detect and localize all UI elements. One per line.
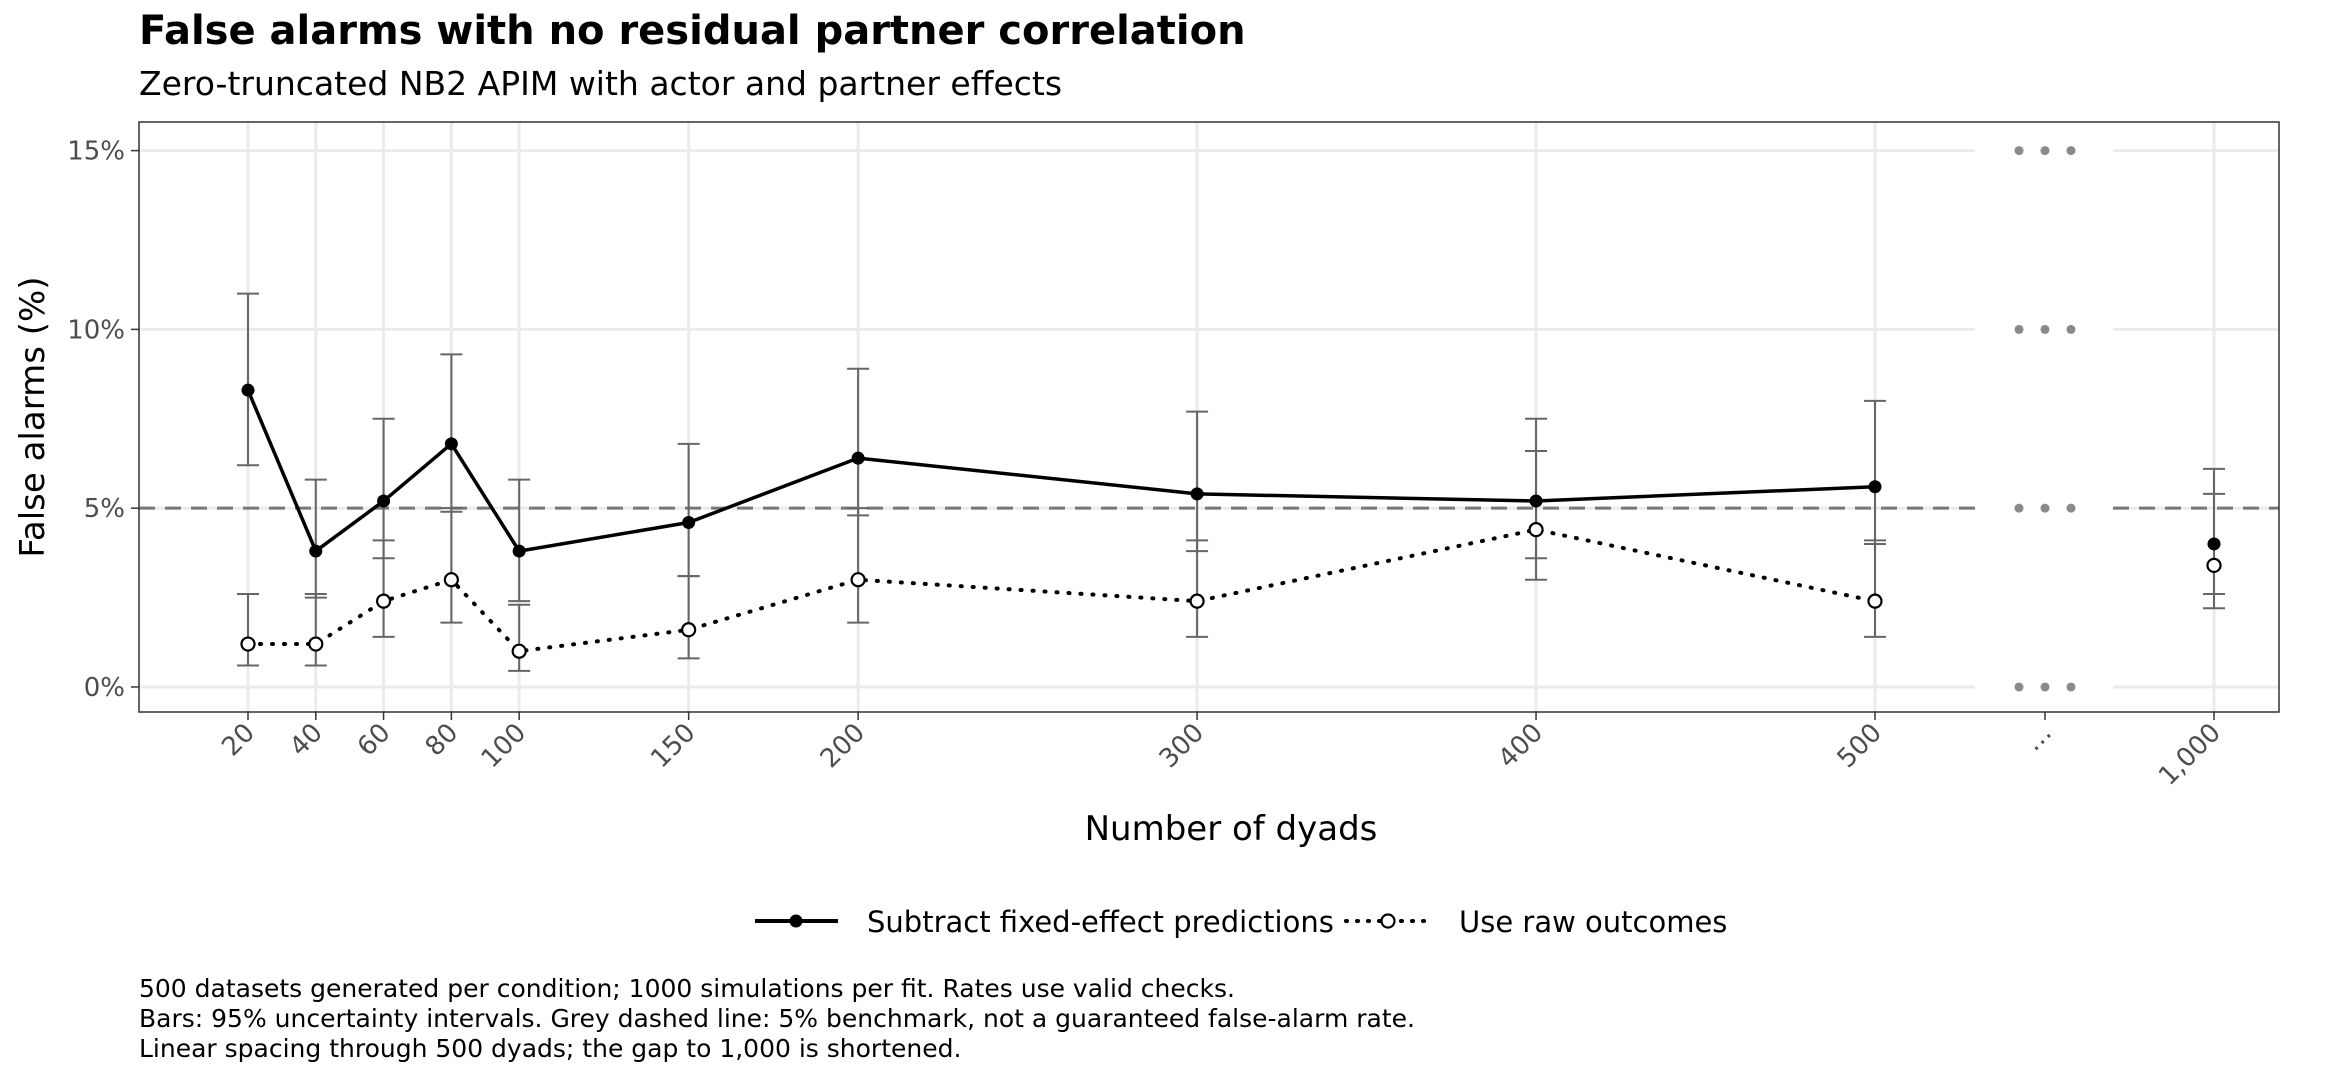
axis-break-dot	[2014, 324, 2024, 334]
x-tick-label: 500	[1832, 718, 1888, 774]
axis-break-dot	[2014, 682, 2024, 692]
x-tick-label: 20	[216, 718, 261, 763]
axis-break-dot	[2066, 146, 2076, 156]
data-point-raw	[2206, 557, 2222, 573]
chart-subtitle: Zero-truncated NB2 APIM with actor and p…	[139, 64, 1063, 103]
data-point-subtract	[1868, 480, 1882, 494]
x-tick-label: 40	[284, 718, 329, 763]
axis-break-dot	[2066, 682, 2076, 692]
axis-break-dot	[2040, 146, 2050, 156]
y-tick-label: 0%	[84, 673, 125, 703]
legend-key-marker-raw	[1380, 913, 1396, 929]
data-point-subtract	[1529, 494, 1543, 508]
data-point-subtract	[1190, 487, 1204, 501]
data-point-raw	[681, 622, 697, 638]
y-tick-layer: 0% 5% 10% 15%	[67, 137, 139, 703]
chart-caption: 500 datasets generated per condition; 10…	[139, 974, 1415, 1064]
data-point-subtract	[851, 451, 865, 465]
chart-title: False alarms with no residual partner co…	[139, 8, 1246, 54]
axis-break-dot	[2014, 503, 2024, 513]
data-point-raw	[308, 636, 324, 652]
data-point-subtract	[512, 544, 526, 558]
legend-key-marker-subtract	[789, 914, 803, 928]
x-tick-label: …	[2018, 718, 2058, 758]
x-tick-label: 80	[420, 718, 465, 763]
axis-break-layer	[2014, 146, 2076, 692]
x-tick-label: 150	[645, 718, 701, 774]
data-point-subtract	[241, 383, 255, 397]
data-point-raw	[1528, 522, 1544, 538]
axis-break-dot	[2066, 324, 2076, 334]
x-tick-label: 200	[815, 718, 871, 774]
data-point-raw	[850, 572, 866, 588]
x-tick-layer: 20 40 60 80 100 150 200 300 400 500 … 1,000	[216, 712, 2227, 792]
series-line-subtract	[246, 389, 1876, 553]
data-point-raw	[240, 636, 256, 652]
data-point-raw	[443, 572, 459, 588]
x-tick-label: 60	[352, 718, 397, 763]
plot-panel	[139, 122, 2279, 712]
series-line-raw	[246, 527, 1877, 654]
legend-label-raw: Use raw outcomes	[1459, 905, 1727, 939]
data-point-raw	[1189, 593, 1205, 609]
y-tick-label: 5%	[84, 494, 125, 524]
caption-line: Bars: 95% uncertainty intervals. Grey da…	[139, 1004, 1415, 1033]
axis-break-dot	[2066, 503, 2076, 513]
axis-break-dot	[2040, 682, 2050, 692]
caption-line: 500 datasets generated per condition; 10…	[139, 974, 1235, 1003]
data-point-subtract	[309, 544, 323, 558]
x-axis-title: Number of dyads	[1085, 809, 1378, 849]
data-point-raw	[511, 643, 527, 659]
x-tick-label: 300	[1154, 718, 1210, 774]
data-point-subtract	[377, 494, 391, 508]
data-point-subtract	[2207, 537, 2221, 551]
plot-panel-border	[138, 121, 2280, 713]
errorbar-layer	[237, 292, 2225, 672]
axis-break-dot	[2040, 503, 2050, 513]
x-tick-label: 1,000	[2153, 718, 2227, 792]
line-layer	[246, 389, 1877, 654]
data-point-subtract	[682, 515, 696, 529]
y-tick-label: 15%	[67, 137, 125, 167]
axis-break-dot	[2014, 146, 2024, 156]
x-tick-label: 400	[1493, 718, 1549, 774]
caption-line: Linear spacing through 500 dyads; the ga…	[139, 1034, 962, 1063]
data-point-subtract	[444, 437, 458, 451]
x-tick-label: 100	[476, 718, 532, 774]
data-point-raw	[375, 593, 392, 609]
axis-break-dot	[2040, 324, 2050, 334]
legend-label-subtract: Subtract fixed-effect predictions	[867, 905, 1334, 939]
data-point-raw	[1867, 593, 1883, 609]
legend: Subtract fixed-effect predictions Use ra…	[755, 905, 1727, 939]
y-tick-label: 10%	[67, 315, 125, 345]
point-layer	[240, 383, 2222, 659]
y-axis-title: False alarms (%)	[13, 276, 53, 557]
